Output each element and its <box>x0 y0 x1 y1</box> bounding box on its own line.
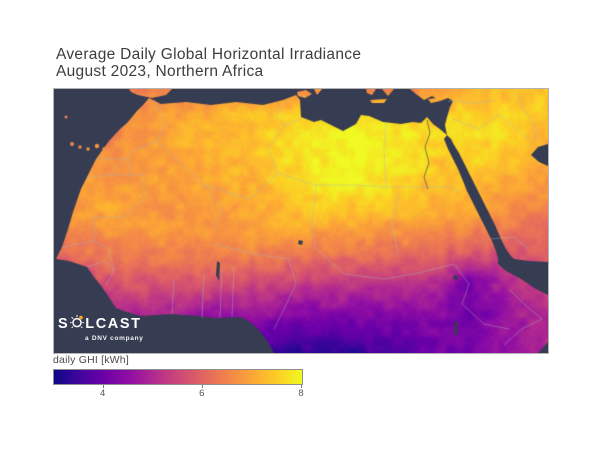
colorbar-tick-mark <box>102 385 104 388</box>
colorbar-tick-label: 6 <box>199 388 205 399</box>
colorbar-label: daily GHI [kWh] <box>53 354 129 366</box>
logo-text-suffix: LCAST <box>85 315 142 332</box>
logo-text-prefix: S <box>58 315 70 332</box>
solcast-logo: S LCAST <box>58 314 144 342</box>
logo-tagline: a DNV company <box>85 335 144 342</box>
title-line-1: Average Daily Global Horizontal Irradian… <box>56 46 362 63</box>
figure-title: Average Daily Global Horizontal Irradian… <box>56 46 361 80</box>
title-line-2: August 2023, Northern Africa <box>56 63 264 80</box>
colorbar-tick-mark <box>301 385 302 388</box>
colorbar-tick-label: 4 <box>99 388 106 399</box>
colorbar-tick-label: 8 <box>298 388 304 399</box>
sun-icon <box>69 314 85 333</box>
irradiance-heatmap-canvas <box>54 89 548 353</box>
solcast-logo-text: S LCAST <box>58 314 144 333</box>
colorbar-ticks: 4 6 8 <box>53 385 304 399</box>
colorbar-gradient <box>53 369 303 385</box>
irradiance-map: S LCAST <box>53 88 549 354</box>
colorbar-tick-mark <box>201 385 203 388</box>
